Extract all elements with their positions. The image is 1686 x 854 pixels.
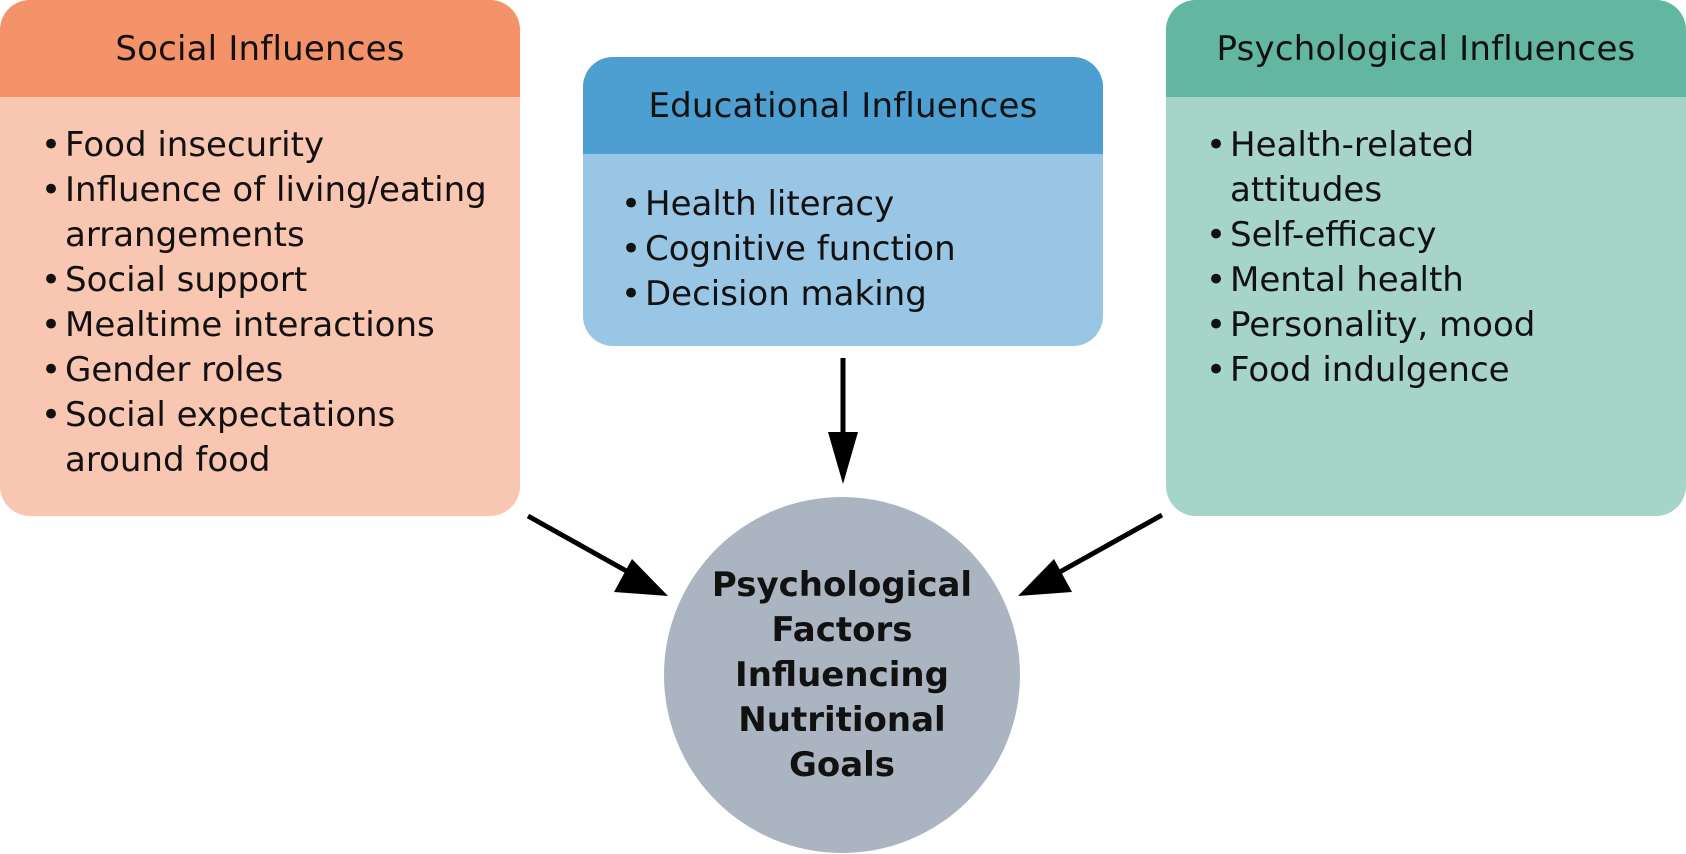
list-item: Social support [41,258,520,303]
list-item: Food insecurity [41,123,520,168]
center-goal-label: Psychological Factors Influencing Nutrit… [711,564,973,785]
arrow-educational-to-center [828,358,858,484]
list-item: Health literacy [621,182,1103,227]
list-item: Influence of living/eating arrangements [41,168,515,258]
educational-influences-list: Health literacy Cognitive function Decis… [621,182,1103,317]
social-influences-list: Food insecurity Influence of living/eati… [41,123,520,483]
psychological-influences-title: Psychological Influences [1166,0,1686,97]
list-item: Social expectations around food [41,393,425,483]
arrow-social-to-center [526,513,668,596]
psychological-influences-body: Health-related attitudes Self-efficacy M… [1166,97,1686,516]
educational-influences-box: Educational Influences Health literacy C… [583,57,1103,346]
psychological-influences-list: Health-related attitudes Self-efficacy M… [1206,123,1686,393]
list-item: Gender roles [41,348,520,393]
social-influences-box: Social Influences Food insecurity Influe… [0,0,520,516]
list-item: Health-related attitudes [1206,123,1510,213]
list-item: Mental health [1206,258,1686,303]
arrow-psychological-to-center [1018,512,1164,596]
list-item: Self-efficacy [1206,213,1686,258]
center-goal-circle: Psychological Factors Influencing Nutrit… [664,497,1020,853]
list-item: Decision making [621,272,1103,317]
educational-influences-body: Health literacy Cognitive function Decis… [583,154,1103,346]
list-item: Mealtime interactions [41,303,520,348]
social-influences-title: Social Influences [0,0,520,97]
psychological-influences-box: Psychological Influences Health-related … [1166,0,1686,516]
educational-influences-title: Educational Influences [583,57,1103,154]
list-item: Food indulgence [1206,348,1686,393]
list-item: Personality, mood [1206,303,1686,348]
list-item: Cognitive function [621,227,1103,272]
social-influences-body: Food insecurity Influence of living/eati… [0,97,520,516]
